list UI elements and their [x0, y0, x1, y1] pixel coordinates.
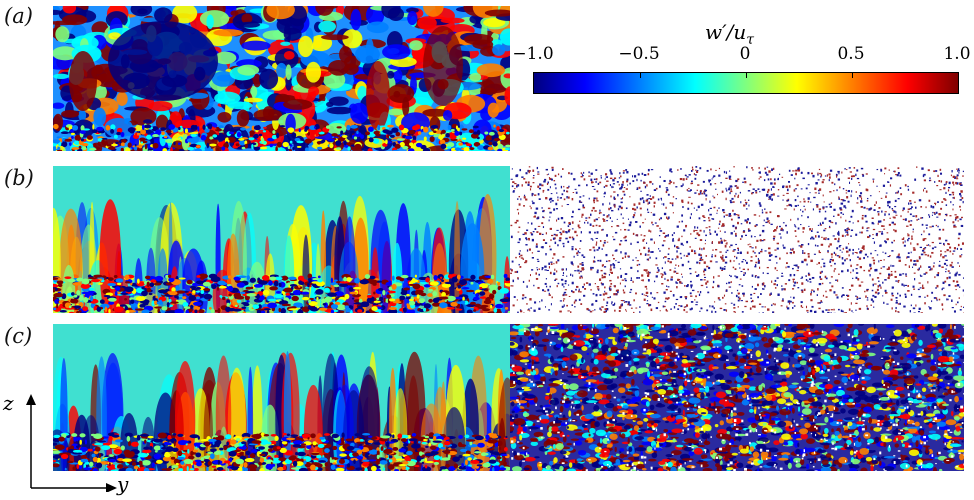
panel-label-a: (a): [4, 4, 33, 28]
axis-label-y: y: [117, 472, 129, 496]
field-panel-c-right: [510, 324, 964, 471]
colorbar-tick: [852, 73, 853, 78]
field-panel-b-left: [53, 166, 510, 313]
colorbar-tick-label: 1.0: [943, 44, 971, 64]
colorbar-tick-label: −1.0: [512, 44, 554, 64]
panel-label-b: (b): [4, 166, 34, 190]
colorbar-tick: [640, 73, 641, 78]
colorbar-title: w′/uτ: [705, 20, 755, 48]
colorbar: [533, 72, 959, 94]
field-panel-a: [53, 6, 510, 151]
field-panel-b-right: [510, 166, 964, 313]
colorbar-tick-label: 0.5: [837, 44, 865, 64]
axis-arrows: [26, 394, 117, 492]
panel-label-c: (c): [4, 324, 33, 348]
colorbar-tick: [746, 73, 747, 78]
colorbar-tick-label: 0: [739, 44, 751, 64]
colorbar-tick-label: −0.5: [618, 44, 660, 64]
field-panel-c-left: [53, 324, 510, 471]
axis-label-z: z: [3, 391, 14, 415]
